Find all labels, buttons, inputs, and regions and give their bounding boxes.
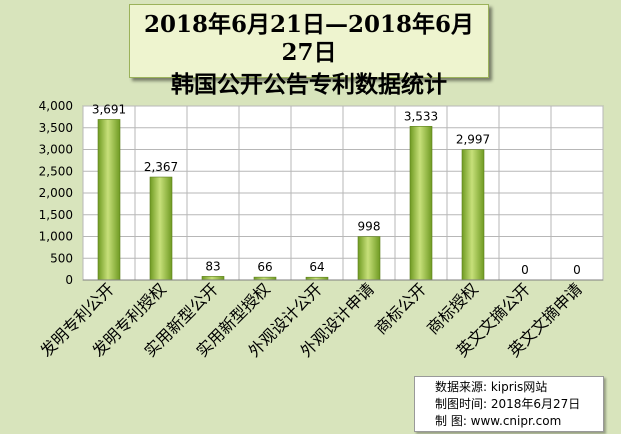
y-tick-label: 0: [65, 273, 73, 287]
bar: [461, 149, 485, 281]
data-label: 66: [257, 260, 272, 274]
y-tick-label: 2,500: [39, 164, 73, 178]
bar: [357, 236, 381, 281]
y-tick-label: 500: [50, 251, 73, 265]
source-line-date: 制图时间: 2018年6月27日: [435, 397, 581, 411]
data-label: 3,533: [404, 109, 438, 123]
data-label: 2,997: [456, 133, 490, 147]
bar: [409, 126, 433, 281]
data-label: 83: [205, 259, 220, 273]
y-tick-label: 1,000: [39, 230, 73, 244]
y-tick-label: 2,000: [39, 186, 73, 200]
data-label: 0: [521, 263, 529, 277]
chart-title-date-range: 2018年6月21日—2018年6月27日: [143, 11, 475, 66]
y-tick-label: 4,000: [39, 99, 73, 113]
data-label: 3,691: [92, 102, 126, 116]
bar: [149, 176, 173, 281]
bar: [201, 276, 225, 281]
source-line-author: 制 图: www.cnipr.com: [435, 414, 562, 428]
y-tick-label: 1,500: [39, 208, 73, 222]
chart-title-box: 2018年6月21日—2018年6月27日 韩国公开公告专利数据统计: [129, 4, 489, 98]
bar: [97, 119, 121, 281]
data-label: 64: [309, 260, 324, 274]
data-label: 998: [358, 220, 381, 234]
source-line-data-source: 数据来源: kipris网站: [435, 380, 548, 394]
data-label: 2,367: [144, 160, 178, 174]
data-label: 0: [573, 263, 581, 277]
source-note: 数据来源: kipris网站 制图时间: 2018年6月27日 制 图: www…: [414, 376, 604, 432]
y-tick-label: 3,000: [39, 143, 73, 157]
chart-title: 韩国公开公告专利数据统计: [171, 72, 447, 98]
y-tick-label: 3,500: [39, 121, 73, 135]
x-tick-label: 商标公开: [371, 279, 430, 338]
